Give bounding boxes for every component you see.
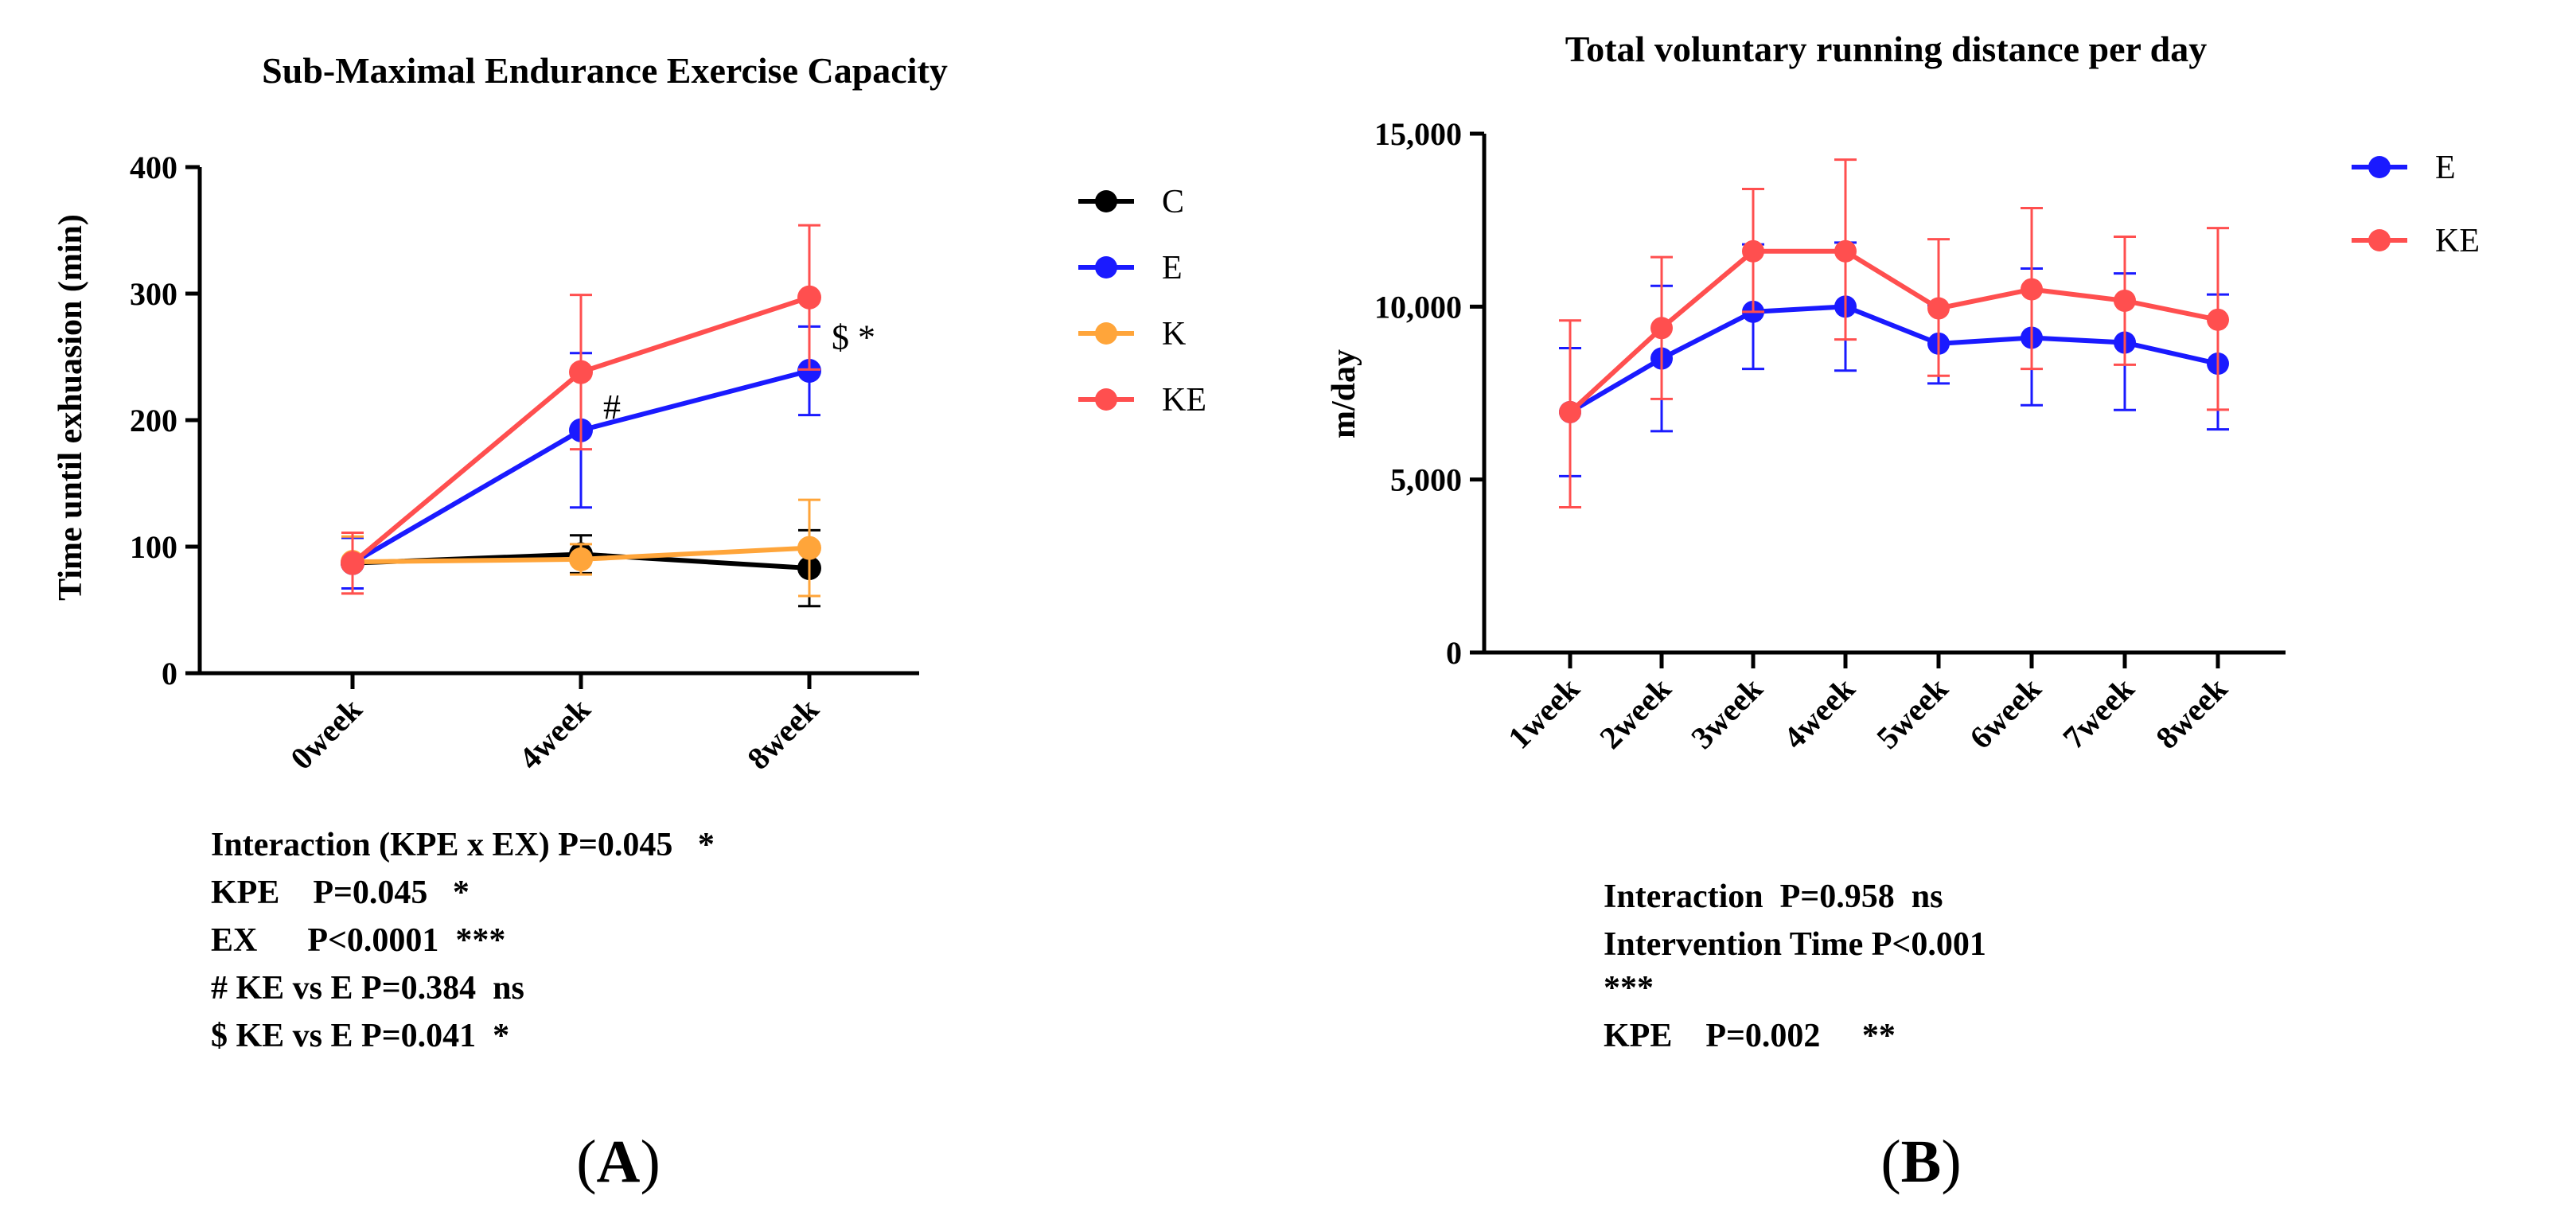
chart-b-stats: Interaction P=0.958 ns Intervention Time…: [1604, 878, 1986, 1054]
x-tick-label: 5week: [1869, 670, 1955, 756]
chart-a-annotations: # $ *: [603, 318, 875, 427]
significance-annotation: #: [603, 388, 621, 427]
data-point: [1742, 240, 1764, 263]
panel-label-b-letter: B: [1901, 1128, 1942, 1195]
y-tick-label: 300: [130, 276, 177, 312]
legend-label-K: K: [1162, 316, 1186, 353]
legend-marker-E: [1095, 256, 1117, 279]
legend-label-E: E: [1162, 250, 1183, 286]
chart-a-stat-line: # KE vs E P=0.384 ns: [211, 970, 524, 1007]
series-KE: [341, 224, 821, 595]
panel-label-a: (A): [576, 1128, 661, 1195]
chart-a-legend: CEK KE: [1078, 184, 1206, 419]
y-tick-label: 100: [130, 529, 177, 565]
chart-a-x-ticks: 0week 4week 8week: [283, 673, 826, 777]
chart-b-stat-line: ***: [1604, 970, 1654, 1007]
y-tick-label: 10,000: [1374, 289, 1462, 325]
x-tick-label: 4week: [512, 691, 598, 777]
legend-marker-KE: [1095, 388, 1117, 411]
chart-a-series: [341, 224, 821, 608]
legend-marker-K: [1095, 322, 1117, 345]
significance-annotation: $ *: [832, 318, 875, 357]
panel-label-a-letter: A: [597, 1128, 641, 1195]
legend-label-C: C: [1162, 184, 1184, 220]
chart-b-stat-line: Intervention Time P<0.001: [1604, 926, 1986, 963]
chart-b-title: Total voluntary running distance per day: [1565, 29, 2207, 69]
x-tick-label: 4week: [1776, 670, 1862, 756]
panel-label-b: (B): [1880, 1128, 1961, 1195]
chart-a-stat-line: EX P<0.0001 ***: [211, 922, 505, 959]
series-line: [1569, 304, 2219, 415]
x-tick-label: 6week: [1962, 670, 2048, 756]
data-point: [797, 358, 821, 383]
data-point: [1559, 400, 1581, 423]
data-point: [1650, 317, 1673, 340]
chart-b-y-ticks: 0 5,000 10,000 15,000: [1374, 116, 1484, 671]
y-tick-label: 0: [1446, 635, 1462, 671]
chart-a-stat-line: KPE P=0.045 *: [211, 874, 470, 911]
chart-a-y-axis-label: Time until exhuasion (min): [53, 214, 89, 601]
data-point: [2114, 289, 2136, 312]
y-tick-label: 200: [130, 403, 177, 438]
data-point: [569, 547, 593, 571]
y-tick-label: 15,000: [1374, 116, 1462, 152]
x-tick-label: 8week: [740, 691, 826, 777]
x-tick-label: 2week: [1592, 670, 1678, 756]
legend-marker-E: [2368, 156, 2391, 178]
chart-b-legend: E KE: [2352, 150, 2480, 259]
chart-b-x-ticks: 1week 2week 3week 4week 5week 6week 7week 8week: [1501, 652, 2235, 756]
y-tick-label: 5,000: [1390, 462, 1462, 498]
data-point: [2021, 278, 2043, 301]
chart-a-stats: Interaction (KPE x EX) P=0.045 * KPE P=0…: [211, 827, 715, 1054]
data-point: [341, 551, 364, 575]
y-tick-label: 400: [130, 150, 177, 185]
chart-b-stat-line: Interaction P=0.958 ns: [1604, 878, 1943, 915]
chart-panel-b: Total voluntary running distance per day…: [1326, 29, 2480, 1195]
x-tick-label: 0week: [283, 691, 369, 777]
data-point: [2207, 308, 2229, 331]
chart-a-y-ticks: 0 100 200 300 400: [130, 150, 200, 691]
legend-marker-C: [1095, 190, 1117, 212]
chart-panel-a: Sub-Maximal Endurance Exercise Capacity …: [53, 50, 1206, 1195]
x-tick-label: 7week: [2056, 670, 2141, 756]
x-tick-label: 3week: [1684, 670, 1770, 756]
chart-b-series: [1559, 158, 2229, 508]
series-line: [1568, 248, 2219, 415]
y-tick-label: 0: [162, 656, 177, 691]
series-E: [1559, 241, 2229, 477]
legend-marker-KE: [2368, 229, 2391, 251]
legend-label-KE: KE: [2435, 223, 2480, 259]
data-point: [797, 285, 821, 310]
chart-b-y-axis-label: m/day: [1326, 349, 1362, 438]
legend-label-E: E: [2435, 150, 2456, 186]
series-KE: [1559, 158, 2229, 508]
chart-a-stat-line: $ KE vs E P=0.041 *: [211, 1018, 509, 1054]
data-point: [1834, 240, 1857, 263]
chart-a-title: Sub-Maximal Endurance Exercise Capacity: [262, 50, 948, 91]
x-tick-label: 8week: [2149, 670, 2235, 756]
data-point: [797, 536, 821, 560]
data-point: [569, 360, 593, 384]
chart-a-stat-line: Interaction (KPE x EX) P=0.045 *: [211, 827, 715, 863]
x-tick-label: 1week: [1501, 670, 1587, 756]
chart-b-stat-line: KPE P=0.002 **: [1604, 1018, 1896, 1054]
legend-label-KE: KE: [1162, 382, 1206, 419]
data-point: [1927, 297, 1950, 320]
